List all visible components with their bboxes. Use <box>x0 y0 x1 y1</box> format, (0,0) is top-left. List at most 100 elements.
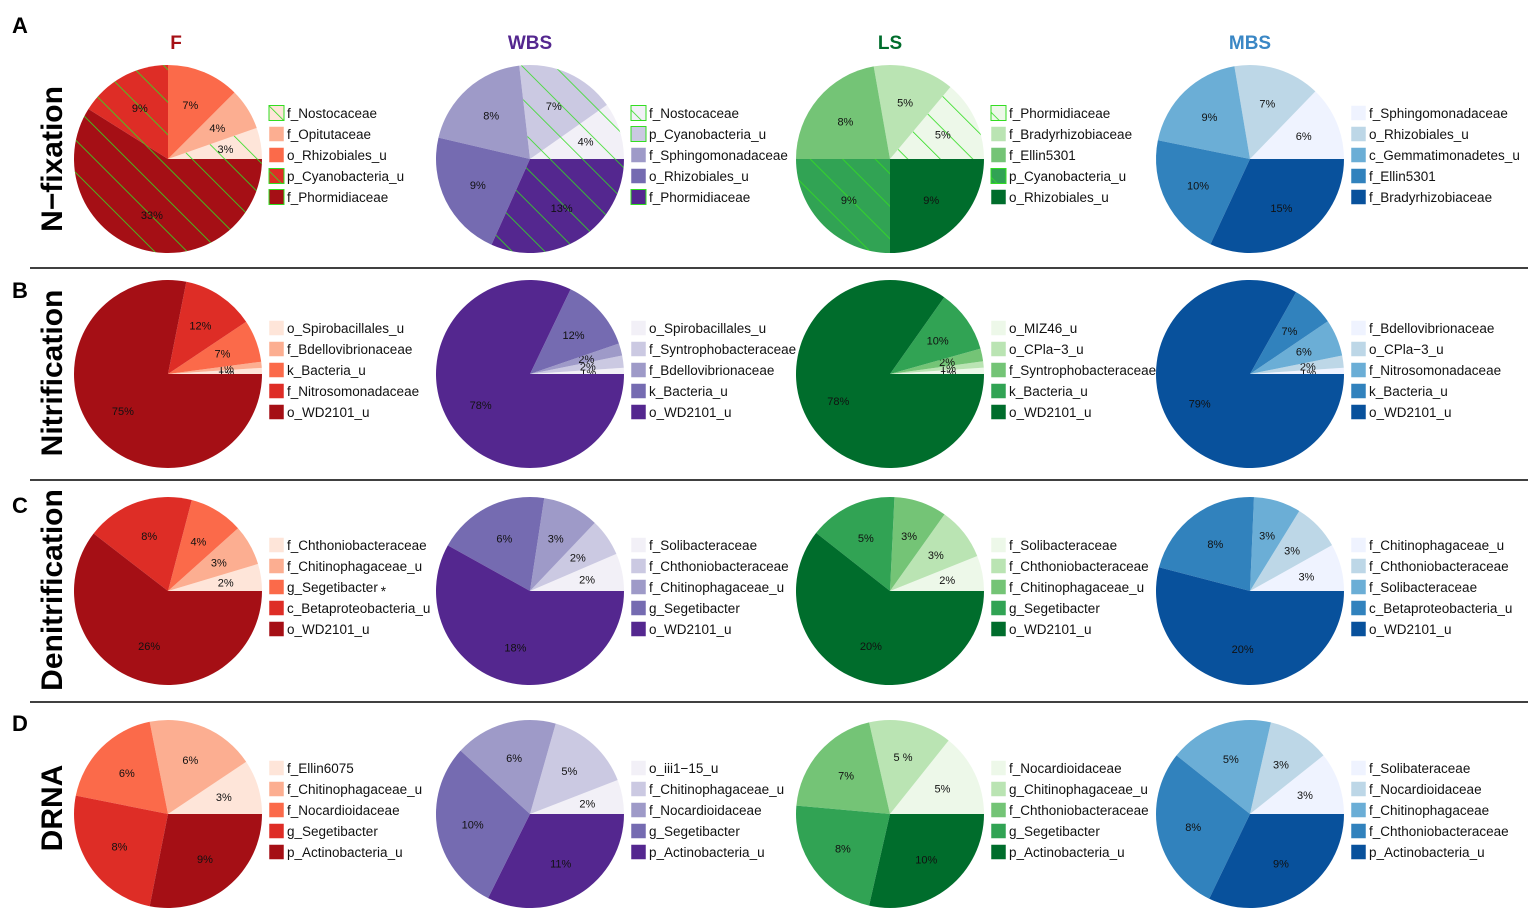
legend-label: k_Bacteria_u <box>649 384 728 399</box>
pie-slice <box>75 721 168 814</box>
legend-swatch <box>630 621 647 637</box>
pie-charts: 3% 4% 7% 9% 33% f_Nostocaceae f_Opitutaceae o_R… <box>74 64 1520 909</box>
legend-swatch <box>990 320 1007 336</box>
pie-slice <box>74 795 168 907</box>
slice-value-label: 6% <box>1296 347 1312 359</box>
legend-swatch <box>268 320 285 336</box>
legend-label: f_Chthoniobacteraceae <box>1009 803 1149 818</box>
pie-slice <box>74 533 263 686</box>
pie-slice <box>1250 755 1344 814</box>
legend-label: o_Rhizobiales_u <box>649 169 749 184</box>
legend-swatch <box>1350 147 1367 163</box>
pie-slice <box>435 545 624 685</box>
legend-swatch <box>268 147 285 163</box>
pie-slice <box>435 279 624 468</box>
pie-slice <box>530 723 618 814</box>
row-label-drna: DRNA <box>36 765 69 852</box>
slice-value-label: 10% <box>927 335 949 347</box>
slice-value-label: 33% <box>141 210 163 222</box>
legend-swatch <box>990 558 1007 574</box>
pie-slice <box>149 720 247 814</box>
legend-label: p_Cyanobacteria_u <box>1009 169 1126 184</box>
slice-value-label: 9% <box>197 854 213 866</box>
legend-swatch <box>1350 362 1367 378</box>
legend-swatch <box>630 760 647 776</box>
legend-label: f_Nostocaceae <box>287 106 377 121</box>
legend-label: o_Spirobacillales_u <box>649 321 766 336</box>
legend-swatch-hatch <box>630 126 647 142</box>
legend-label: g_Segetibacter <box>287 824 378 839</box>
legend-label: f_Chitinophagaceae <box>1369 803 1489 818</box>
legend-swatch <box>630 404 647 420</box>
legend-swatch <box>990 362 1007 378</box>
pie-slice <box>1156 567 1344 685</box>
slice-value-label: 8% <box>1185 822 1201 834</box>
slice-value-label: 9% <box>841 195 857 207</box>
legend-label: f_Ellin6075 <box>287 761 354 776</box>
pie-slice-hatch <box>74 108 262 254</box>
legend-label: f_Phormidiaceae <box>287 190 388 205</box>
legend-label: p_Actinobacteria_u <box>649 845 765 860</box>
legend-swatch <box>268 781 285 797</box>
pie-slice <box>168 321 262 374</box>
legend-label: c_Gemmatimonadetes_u <box>1369 148 1520 163</box>
legend-label: p_Actinobacteria_u <box>1369 845 1485 860</box>
group-title-mbs: MBS <box>1229 33 1271 54</box>
slice-value-label: 8% <box>112 841 128 853</box>
pie-chart: 4% 7% 8% 9% 13% f_Nostocaceae p_Cyanobacteria_… <box>435 64 788 254</box>
pie-slice <box>1155 140 1250 245</box>
legend-swatch <box>268 558 285 574</box>
pie-slice <box>530 498 595 591</box>
slice-value-label: 2% <box>579 574 595 586</box>
pie-slice <box>530 355 624 374</box>
legend-swatch <box>1350 537 1367 553</box>
pie-slice <box>796 722 890 814</box>
pie-slice <box>1250 321 1343 374</box>
pie-chart: 3% 3% 3% 8% 20% f_Chitinophagaceae_u f_Chthoni… <box>1156 496 1512 685</box>
legend-swatch <box>990 844 1007 860</box>
slice-value-label: 75% <box>112 406 134 418</box>
pie-slice <box>890 367 984 374</box>
pie-chart: 6% 7% 9% 10% 15% f_Sphingomonadaceae o_Rhizobi… <box>1155 65 1520 254</box>
legend-label: f_Bradyrhizobiaceae <box>1009 127 1132 142</box>
legend-label: o_WD2101_u <box>649 622 732 637</box>
legend-swatch <box>1350 105 1367 121</box>
pie-chart: 1%2%2%12%78%o_Spirobacillales_uf_Syntrop… <box>435 279 796 468</box>
slice-value-label: 2% <box>218 578 234 590</box>
pie-chart: 3% 6% 6% 8% 9% f_Ellin6075 f_Chitinophagaceae_… <box>74 720 422 908</box>
legend-label: f_Bdellovibrionaceae <box>649 363 774 378</box>
legend-swatch-hatch <box>990 105 1007 121</box>
legend-swatch <box>1350 189 1367 205</box>
slice-value-label: 3% <box>1284 546 1300 558</box>
legend-label: f_Solibacteraceae <box>649 538 757 553</box>
slice-value-label: 12% <box>189 321 211 333</box>
pie-slice <box>890 348 984 374</box>
slice-value-label: 5% <box>561 766 577 778</box>
slice-value-label: 78% <box>827 396 849 408</box>
legend-label: f_Sphingomonadaceae <box>649 148 788 163</box>
legend-swatch <box>268 341 285 357</box>
slice-value-label: 3% <box>1297 790 1313 802</box>
legend-label: f_Bdellovibrionaceae <box>1369 321 1494 336</box>
slice-value-label: 5% <box>1223 754 1239 766</box>
legend-swatch <box>268 383 285 399</box>
pie-slice <box>890 556 985 591</box>
pie-slice <box>168 367 262 374</box>
legend-label: f_Phormidiaceae <box>649 190 750 205</box>
legend-label: g_Segetibacter <box>649 601 740 616</box>
slice-value-label: 3% <box>211 558 227 570</box>
pie-slice <box>435 750 530 899</box>
pie-slice <box>168 281 247 374</box>
pie-chart: 2% 2% 3% 6% 18% f_Solibacteraceae f_Chthonioba… <box>435 496 789 685</box>
legend-swatch <box>1350 802 1367 818</box>
pie-slice <box>1250 91 1344 159</box>
pie-slice <box>530 367 624 374</box>
slice-value-label: 5 % <box>894 752 913 764</box>
legend-swatch <box>268 126 285 142</box>
legend-label: g_Segetibacter <box>1009 824 1100 839</box>
pie-slice <box>1250 722 1324 814</box>
legend-label: f_Chitinophagaceae_u <box>287 782 422 797</box>
group-title-wbs: WBS <box>508 33 552 54</box>
pie-slice <box>1159 496 1254 591</box>
pie-chart: 5% 5 % 7% 8% 10% f_Nocardioidaceae g_Chitinoph… <box>796 720 1149 908</box>
